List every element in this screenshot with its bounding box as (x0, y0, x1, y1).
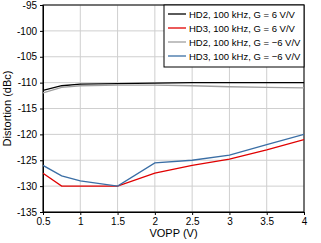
legend-swatch (168, 41, 186, 42)
series-line (43, 134, 304, 186)
legend-label: HD2, 100 kHz, G = 6 V/V (189, 9, 296, 20)
grid-line-y (43, 160, 304, 161)
tick-label: 0.5 (37, 216, 51, 227)
lines (43, 83, 304, 187)
grid-line-y (43, 108, 304, 109)
tick: 2 (153, 212, 159, 227)
y-axis: -135 -130 -125 -120 -115 -110 -105 -100 -95 (17, 0, 44, 218)
tick-label: 3.5 (260, 216, 274, 227)
grid (43, 5, 304, 212)
series-line (43, 83, 304, 91)
tick: 4 (302, 212, 308, 227)
tick: 2.5 (186, 212, 200, 227)
chart: 0.5 1 1.5 2 2.5 3 3.5 4 -135 -130 -125 -120 -115 -110… (0, 0, 321, 243)
series-line (43, 85, 304, 93)
tick: -110 (18, 77, 43, 88)
tick-label: -120 (17, 129, 37, 140)
tick: -95 (23, 0, 43, 11)
tick: 1.5 (111, 212, 125, 227)
legend-label: HD3, 100 kHz, G = 6 V/V (189, 23, 296, 34)
tick-label: -125 (17, 155, 37, 166)
legend-swatch (168, 13, 186, 14)
tick: -125 (17, 155, 43, 166)
legend-label: HD2, 100 kHz, G = −6 V/V (189, 37, 301, 48)
tick-label: -135 (17, 207, 37, 218)
tick: -135 (17, 207, 43, 218)
tick-label: 1.5 (111, 216, 125, 227)
tick-label: 3 (227, 216, 233, 227)
tick: -105 (17, 51, 43, 62)
tick: -115 (18, 103, 43, 114)
legend-box (164, 5, 304, 67)
grid-line-y (43, 134, 304, 135)
tick: 3 (227, 212, 233, 227)
axis-line (44, 213, 305, 216)
legend-swatch (168, 55, 186, 56)
tick-label: -110 (18, 77, 38, 88)
tick-label: 2 (153, 216, 159, 227)
tick-label: -105 (17, 51, 37, 62)
tick: 0.5 (37, 212, 51, 227)
tick: -130 (17, 181, 43, 192)
tick: -120 (17, 129, 43, 140)
tick-label: 2.5 (186, 216, 200, 227)
x-axis-title: VOPP (V) (149, 227, 197, 239)
tick-label: -100 (17, 26, 37, 37)
tick-label: 4 (302, 216, 308, 227)
legend-label: HD3, 100 kHz, G = −6 V/V (189, 51, 301, 62)
tick: 1 (78, 212, 84, 227)
y-axis-title: Distortion (dBc) (1, 71, 13, 147)
series-line (43, 140, 304, 187)
tick-label: -95 (23, 0, 38, 11)
legend: HD2, 100 kHz, G = 6 V/V HD3, 100 kHz, G =… (164, 5, 304, 67)
tick-label: -130 (17, 181, 37, 192)
plot-frame (43, 5, 304, 212)
x-axis: 0.5 1 1.5 2 2.5 3 3.5 4 (37, 212, 308, 227)
tick-label: -115 (18, 103, 38, 114)
tick-label: 1 (78, 216, 84, 227)
tick: -100 (17, 26, 43, 37)
legend-swatch (168, 27, 186, 28)
tick: 3.5 (260, 212, 274, 227)
